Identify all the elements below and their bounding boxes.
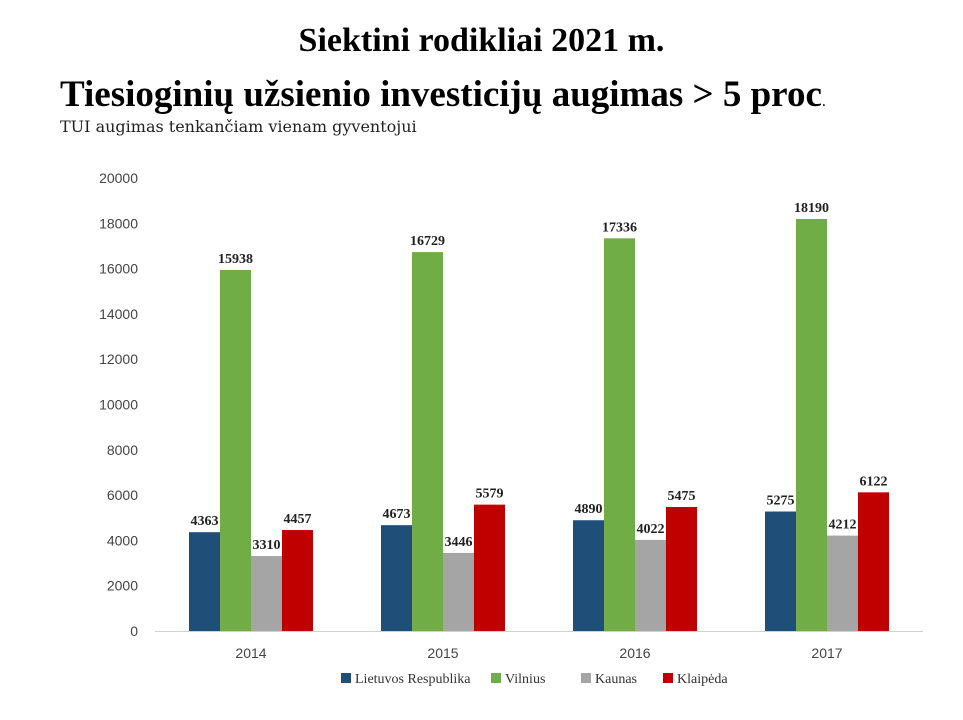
bar [251,556,282,631]
x-tick-label: 2015 [427,645,458,661]
bar [412,252,443,632]
data-label: 4212 [829,518,857,533]
bar [604,238,635,631]
legend-label: Lietuvos Respublika [355,672,471,687]
bar [635,539,666,631]
data-label: 3310 [253,538,281,553]
bar [474,504,505,631]
x-tick-label: 2016 [619,645,650,661]
y-tick-label: 8000 [107,442,138,458]
data-label: 4022 [637,522,665,537]
y-tick-label: 0 [130,623,138,639]
data-label: 16729 [410,234,445,249]
bar [666,506,697,631]
bar [573,520,604,631]
y-tick-label: 12000 [99,351,138,367]
legend-swatch [491,673,501,683]
page-title: Siektini rodikliai 2021 m. [298,22,665,59]
page-subtitle: Tiesioginių užsienio investicijų augimas… [60,73,826,116]
bar [827,535,858,631]
data-label: 4457 [284,512,312,527]
chart-caption: TUI augimas tenkančiam vienam gyventojui [60,117,417,136]
legend-swatch [663,673,673,683]
bar-series-group [189,218,889,632]
subtitle-dot: . [821,93,826,110]
bar [765,511,796,631]
data-label: 3446 [445,535,473,550]
bar [796,218,827,631]
y-tick-label: 14000 [99,306,138,322]
legend-item: Kaunas [581,672,637,687]
legend-label: Vilnius [505,672,545,687]
bar [220,270,251,631]
y-axis: 0 2000 4000 6000 8000 10000 12000 14000 16000 180… [99,170,138,639]
data-label: 4363 [191,514,219,529]
y-tick-label: 16000 [99,261,138,277]
bar [381,525,412,631]
bar [858,492,889,631]
y-tick-label: 2000 [107,578,138,594]
y-tick-label: 4000 [107,532,138,548]
x-axis: 2014 2015 2016 2017 [155,631,923,661]
data-label: 5579 [476,487,504,502]
data-label: 15938 [218,252,253,267]
legend-item: Klaipėda [663,672,728,687]
data-label: 4673 [383,507,411,522]
chart-legend: Lietuvos Respublika Vilnius Kaunas Klaipėda [341,672,728,687]
legend-item: Lietuvos Respublika [341,672,471,687]
y-tick-label: 6000 [107,487,138,503]
bar [443,552,474,631]
y-tick-label: 10000 [99,397,138,413]
bar [189,532,220,631]
data-label: 17336 [602,220,637,235]
subtitle-main-text: Tiesioginių užsienio investicijų augimas… [60,74,822,115]
legend-swatch [341,673,351,683]
y-tick-label: 20000 [99,170,138,186]
bar [282,530,313,631]
legend-item: Vilnius [491,672,545,687]
legend-label: Kaunas [595,672,637,687]
data-label: 4890 [575,502,603,517]
legend-swatch [581,673,591,683]
y-tick-label: 18000 [99,215,138,231]
data-label: 5475 [668,489,696,504]
data-label: 5275 [767,494,795,509]
data-label: 6122 [860,474,888,489]
x-tick-label: 2014 [235,645,266,661]
legend-label: Klaipėda [677,672,728,687]
data-label: 18190 [794,201,829,216]
x-tick-label: 2017 [811,645,842,661]
